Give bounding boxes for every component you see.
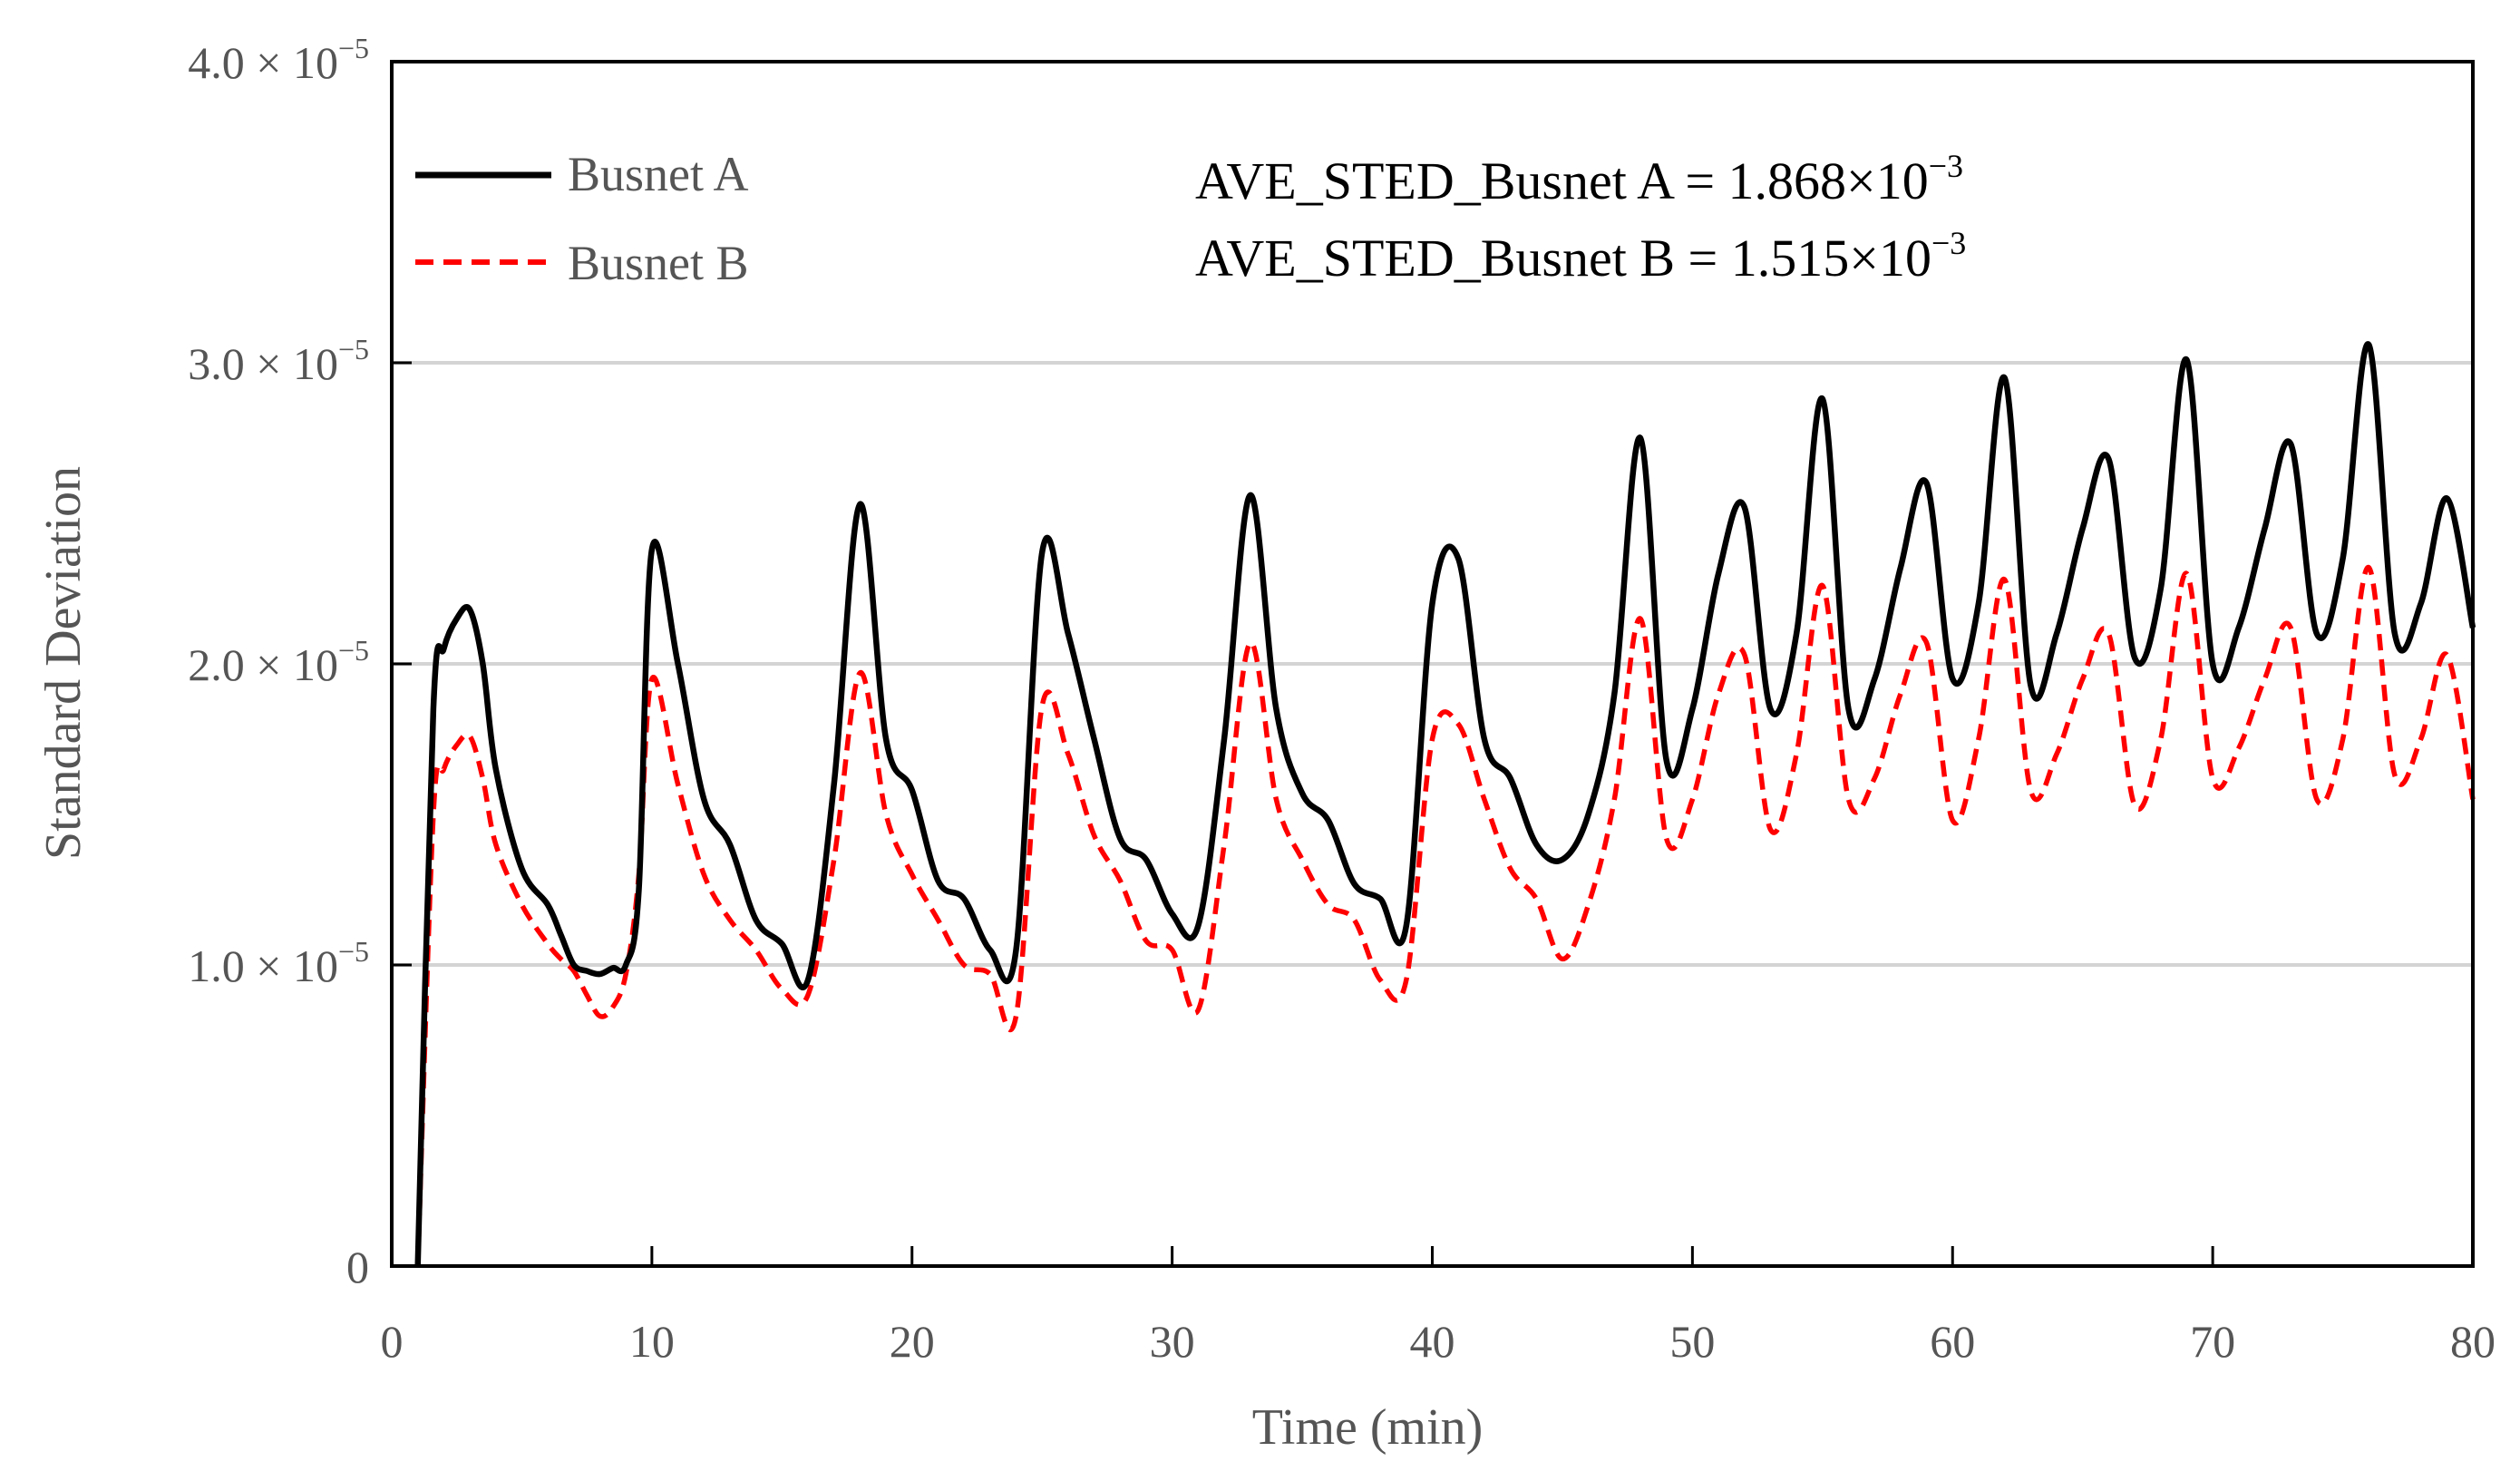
y-tick-label: 4.0 × 10−5 (188, 32, 369, 88)
series-line-busnet-a (414, 341, 2476, 1267)
series-layer (414, 341, 2476, 1267)
x-tick-label: 80 (2450, 1316, 2496, 1367)
x-axis-title: Time (min) (1252, 1399, 1484, 1456)
legend-label-busnet-a: Busnet A (568, 147, 749, 201)
annotations: AVE_STED_Busnet A = 1.868×10−3 AVE_STED_… (1195, 148, 1966, 287)
grid-lines (392, 361, 2473, 967)
annotation-busnet-a-text: AVE_STED_Busnet A = 1.868×10 (1195, 151, 1929, 210)
legend: Busnet A Busnet B (415, 147, 749, 290)
annotation-busnet-b-exponent: −3 (1931, 225, 1966, 261)
annotation-busnet-a-exponent: −3 (1929, 148, 1963, 184)
x-tick-label: 70 (2190, 1316, 2235, 1367)
series-line-busnet-b (414, 565, 2476, 1267)
axis-ticks: 0 10 20 30 40 50 60 70 80 0 1.0 × 10−5 2.0 × 10−5 3.… (188, 32, 2496, 1367)
legend-label-busnet-b: Busnet B (568, 236, 749, 290)
y-tick-label: 3.0 × 10−5 (188, 333, 369, 389)
x-tick-label: 30 (1150, 1316, 1195, 1367)
x-tick-label: 40 (1410, 1316, 1455, 1367)
annotation-busnet-a: AVE_STED_Busnet A = 1.868×10−3 (1195, 148, 1963, 210)
annotation-busnet-b: AVE_STED_Busnet B = 1.515×10−3 (1195, 225, 1966, 287)
x-tick-label: 0 (381, 1316, 404, 1367)
y-tick-label: 1.0 × 10−5 (188, 935, 369, 991)
x-tick-label: 60 (1930, 1316, 1975, 1367)
y-tick-label: 0 (346, 1242, 369, 1292)
x-tick-label: 50 (1669, 1316, 1715, 1367)
x-tick-label: 10 (629, 1316, 675, 1367)
x-tick-label: 20 (890, 1316, 935, 1367)
annotation-busnet-b-text: AVE_STED_Busnet B = 1.515×10 (1195, 229, 1931, 287)
y-tick-label: 2.0 × 10−5 (188, 634, 369, 690)
y-axis-title: Standard Deviation (35, 466, 92, 860)
